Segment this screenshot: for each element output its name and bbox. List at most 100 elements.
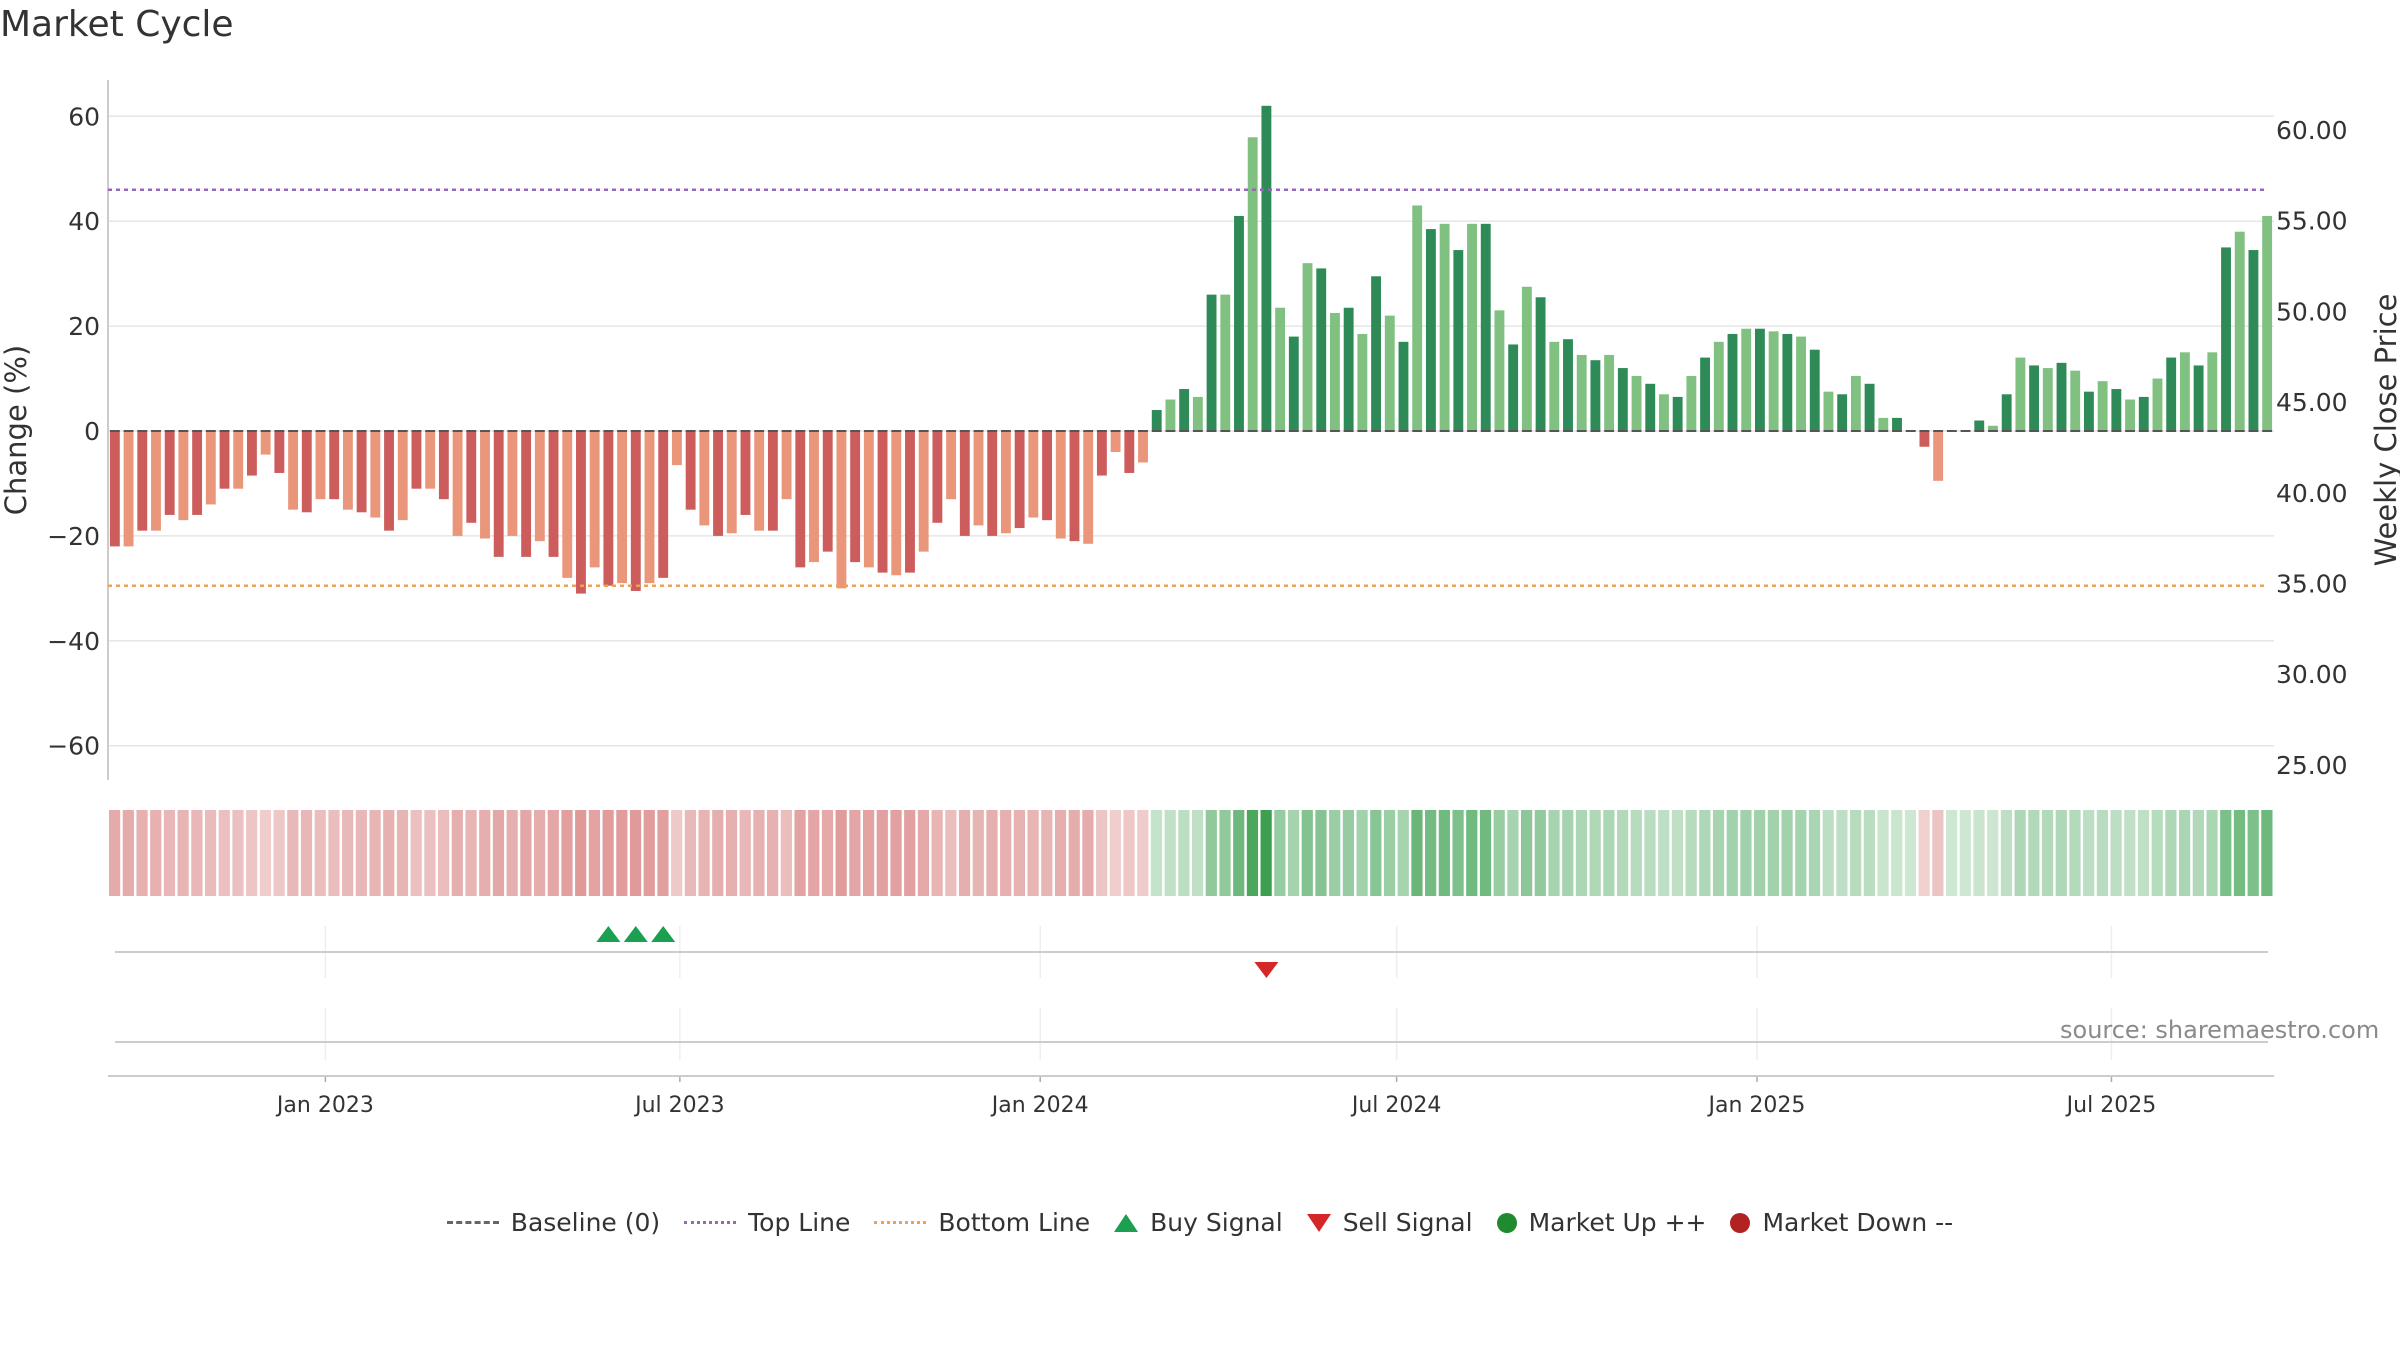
bar: [603, 431, 614, 586]
y-tick-label: −40: [47, 627, 100, 656]
strip-cell: [945, 810, 957, 896]
strip-cell: [1329, 810, 1341, 896]
strip-cell: [1452, 810, 1464, 896]
strip-cell: [1850, 810, 1862, 896]
strip-cell: [958, 810, 971, 896]
strip-cell: [1973, 810, 1985, 896]
bar: [2234, 231, 2245, 431]
buy-signal-marker: [651, 926, 676, 942]
bar: [2111, 389, 2122, 431]
bar: [562, 431, 573, 578]
bar: [1192, 396, 1203, 431]
y2-tick-label: 30.00: [2276, 660, 2348, 689]
x-tick-label: Jul 2025: [2065, 1093, 2157, 1118]
bar: [301, 431, 312, 513]
bar: [918, 431, 929, 552]
legend: Baseline (0) Top Line Bottom Line Buy Si…: [0, 1208, 2400, 1237]
triangle-up-icon: [1114, 1213, 1139, 1232]
strip-cell: [698, 810, 710, 896]
bar: [521, 431, 532, 557]
strip-cell: [602, 810, 614, 896]
strip-cell: [246, 810, 258, 896]
signal-markers: [596, 926, 1279, 978]
bar: [1165, 399, 1176, 431]
legend-item-sell-signal: Sell Signal: [1306, 1208, 1473, 1237]
bar: [1713, 341, 1724, 431]
strip-cell: [1246, 810, 1259, 896]
strip-cell: [1808, 810, 1821, 896]
bar: [1617, 368, 1628, 431]
legend-label: Market Up ++: [1528, 1208, 1707, 1237]
bar: [576, 431, 586, 594]
bar: [987, 431, 998, 536]
legend-item-buy-signal: Buy Signal: [1114, 1208, 1283, 1237]
bar: [2248, 250, 2259, 431]
bar: [1302, 263, 1313, 431]
bar: [2097, 381, 2108, 431]
bar: [973, 431, 984, 526]
bar: [247, 431, 257, 476]
strip-cell: [1904, 810, 1917, 896]
cycle-strip: [109, 810, 2273, 896]
strip-cell: [300, 810, 313, 896]
legend-item-top-line: Top Line: [684, 1208, 850, 1237]
bar: [1453, 250, 1464, 431]
strip-cell: [218, 810, 230, 896]
strip-cell: [1192, 810, 1204, 896]
bar: [1768, 331, 1779, 431]
bar: [411, 431, 422, 489]
strip-cell: [1109, 810, 1121, 896]
y-axis-label: Change (%): [0, 345, 33, 515]
strip-cell: [808, 810, 820, 896]
bar: [1412, 205, 1423, 431]
bar: [2125, 399, 2135, 431]
strip-cell: [629, 810, 642, 896]
bar: [1823, 391, 1834, 431]
tick-labels: 60 40 20 0 −20 −40 −60 60.00 55.00 50.00 45.00 40.0…: [47, 102, 2347, 1118]
bar: [534, 431, 545, 542]
strip-cell: [2041, 810, 2054, 896]
strip-cell: [2096, 810, 2108, 896]
strip-cell: [2069, 810, 2081, 896]
strip-cell: [1521, 810, 1533, 896]
bar: [1288, 336, 1299, 431]
strip-cell: [342, 810, 354, 896]
bar: [1631, 375, 1642, 431]
strip-cell: [136, 810, 148, 896]
grid-lines: [108, 115, 2274, 1082]
strip-cell: [1466, 810, 1478, 896]
legend-label: Sell Signal: [1342, 1208, 1473, 1237]
strip-cell: [1479, 810, 1492, 896]
strip-cell: [1411, 810, 1423, 896]
bar: [1837, 394, 1848, 431]
strip-cell: [191, 810, 203, 896]
bar: [1398, 341, 1409, 431]
bar: [754, 431, 765, 531]
bar: [425, 431, 436, 489]
y-tick-label: −20: [47, 522, 100, 551]
bar: [1754, 328, 1765, 431]
buy-signal-marker: [596, 926, 621, 942]
strip-cell: [2083, 810, 2095, 896]
bar: [1521, 286, 1532, 431]
strip-cell: [1699, 810, 1711, 896]
strip-cell: [575, 810, 587, 896]
bar: [137, 431, 148, 531]
green-dot-icon: [1496, 1212, 1517, 1233]
bar: [671, 431, 682, 466]
bar: [1659, 394, 1669, 431]
bar: [151, 431, 161, 531]
bar: [1494, 310, 1505, 431]
bar: [178, 431, 189, 521]
bar: [946, 431, 957, 500]
strip-cell: [1562, 810, 1574, 896]
x-tick-label: Jan 2024: [990, 1093, 1089, 1118]
strip-cell: [506, 810, 518, 896]
bar: [1604, 354, 1615, 431]
sell-signal-marker: [1254, 962, 1279, 978]
bar: [685, 431, 696, 510]
strip-cell: [767, 810, 779, 896]
strip-cell: [849, 810, 861, 896]
bar: [891, 431, 902, 576]
strip-cell: [712, 810, 724, 896]
